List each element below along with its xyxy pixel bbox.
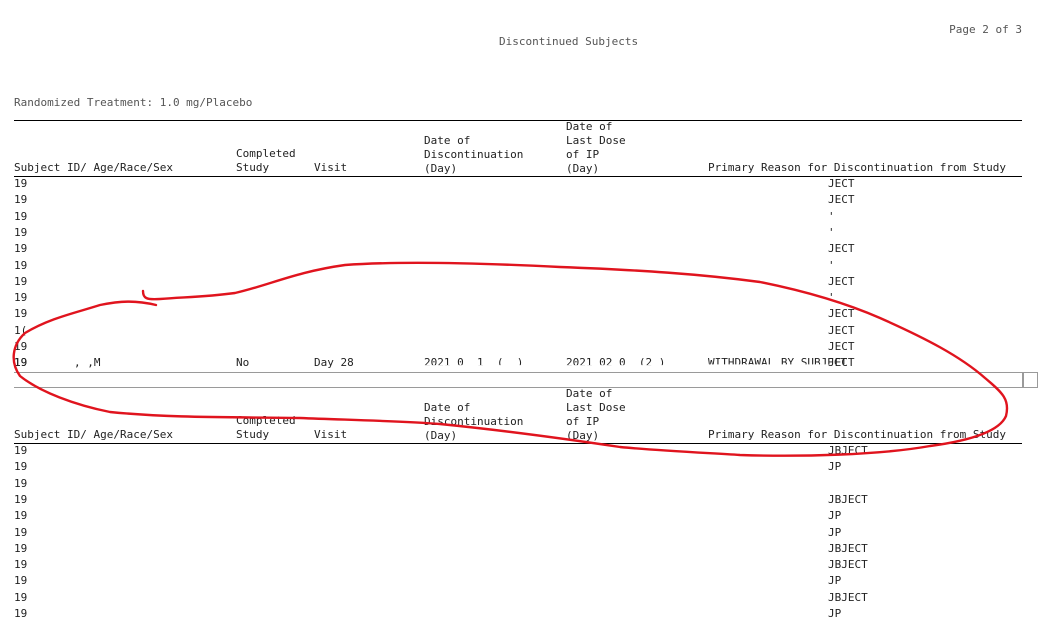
row-reason: JP (828, 574, 842, 588)
row-subject-id: 19 (14, 274, 28, 288)
row-reason: ' (828, 258, 835, 272)
col-disc-header-1: Date of (424, 134, 471, 147)
col-dose-header-3: of IP (566, 148, 600, 161)
row-reason: JECT (828, 307, 855, 321)
row-subject-id: 19 (14, 509, 28, 523)
col-completed-header-2: Study (236, 428, 270, 441)
col-dose-header-2: Last Dose (566, 401, 626, 414)
col-dose-header-1: Date of (566, 120, 613, 133)
col-disc-header-1: Date of (424, 401, 471, 414)
row-reason: JECT (828, 193, 855, 207)
row-reason: JECT (828, 340, 855, 353)
report-title: Discontinued Subjects (499, 35, 639, 48)
row-subject-id: 19 (14, 541, 28, 555)
row-reason: JBJECT (828, 590, 868, 604)
row-subject-id: 19 (14, 476, 28, 490)
row-reason: ' (828, 225, 835, 239)
row-reason: JECT (828, 242, 855, 256)
table1-last-row-reason: WITHDRAWAL BY SUBJECT (708, 356, 848, 369)
row-reason: JP (828, 525, 842, 539)
row-reason: JECT (828, 274, 855, 288)
col-disc-header-3: (Day) (424, 429, 458, 442)
row-subject-id: 19 (14, 209, 28, 223)
col-visit-header: Visit (314, 428, 348, 441)
col-dose-header-4: (Day) (566, 162, 600, 175)
col-dose-header-3: of IP (566, 415, 600, 428)
col-dose-header-1: Date of (566, 387, 613, 400)
annotation-loop (12, 261, 1009, 457)
row-reason: JBJECT (828, 541, 868, 555)
row-subject-id: 19 (14, 193, 28, 207)
col-reason-header: Primary Reason for Discontinuation from … (708, 428, 1007, 441)
table1-top-rule (14, 120, 1022, 121)
table1-last-row-disc: 2021 0 1 ( ) (424, 356, 524, 369)
col-subject-header: Subject ID/ Age/Race/Sex (14, 428, 173, 441)
table1-last-row-completed: No (236, 356, 250, 369)
row-subject-id: 19 (14, 525, 28, 539)
row-subject-id: 19 (14, 356, 28, 370)
row-subject-id: 19 (14, 492, 28, 506)
col-visit-header: Visit (314, 161, 348, 174)
row-reason: JBJECT (828, 492, 868, 506)
col-completed-header-2: Study (236, 161, 270, 174)
table1-header-rule (14, 176, 1022, 177)
row-reason: JP (828, 460, 842, 474)
row-subject-id: 19 (14, 291, 28, 305)
row-subject-id: 19 (14, 590, 28, 604)
table2-header-rule (14, 443, 1022, 444)
row-subject-id: 19 (14, 460, 28, 474)
row-subject-id: 19 (14, 242, 28, 256)
col-dose-header-2: Last Dose (566, 134, 626, 147)
row-reason: JECT (828, 323, 855, 337)
page-break-bar (14, 372, 1023, 388)
col-reason-header: Primary Reason for Discontinuation from … (708, 161, 1007, 174)
row-reason: ' (828, 291, 835, 305)
row-reason: JECT (828, 356, 855, 370)
row-subject-id: 19 (14, 177, 28, 190)
row-reason: JBJECT (828, 558, 868, 572)
row-subject-id: 19 (14, 307, 28, 321)
col-completed-header-1: Completed (236, 147, 296, 160)
row-reason: JP (828, 509, 842, 523)
row-subject-id: 19 (14, 607, 28, 620)
col-dose-header-4: (Day) (566, 429, 600, 442)
row-reason: JP (828, 607, 842, 620)
row-reason: JECT (828, 177, 855, 190)
row-subject-id: 19 (14, 444, 28, 457)
row-subject-id: 19 (14, 574, 28, 588)
page-break-handle[interactable] (1023, 372, 1038, 388)
col-disc-header-3: (Day) (424, 162, 458, 175)
row-subject-id: 19 (14, 258, 28, 272)
row-reason: ' (828, 209, 835, 223)
page-number: Page 2 of 3 (949, 23, 1022, 36)
treatment-label: Randomized Treatment: 1.0 mg/Placebo (14, 96, 253, 109)
table1-last-row-visit: Day 28 (314, 356, 354, 369)
row-subject-id: 19 (14, 558, 28, 572)
row-subject-id: 19 (14, 225, 28, 239)
table1-last-row-sex: , ,M (74, 356, 101, 369)
table1-last-row-dose: 2021 02 0 (2 ) (566, 356, 666, 369)
col-subject-header: Subject ID/ Age/Race/Sex (14, 161, 173, 174)
col-disc-header-2: Discontinuation (424, 148, 524, 161)
table1-last-row-id: 19 (14, 356, 28, 369)
